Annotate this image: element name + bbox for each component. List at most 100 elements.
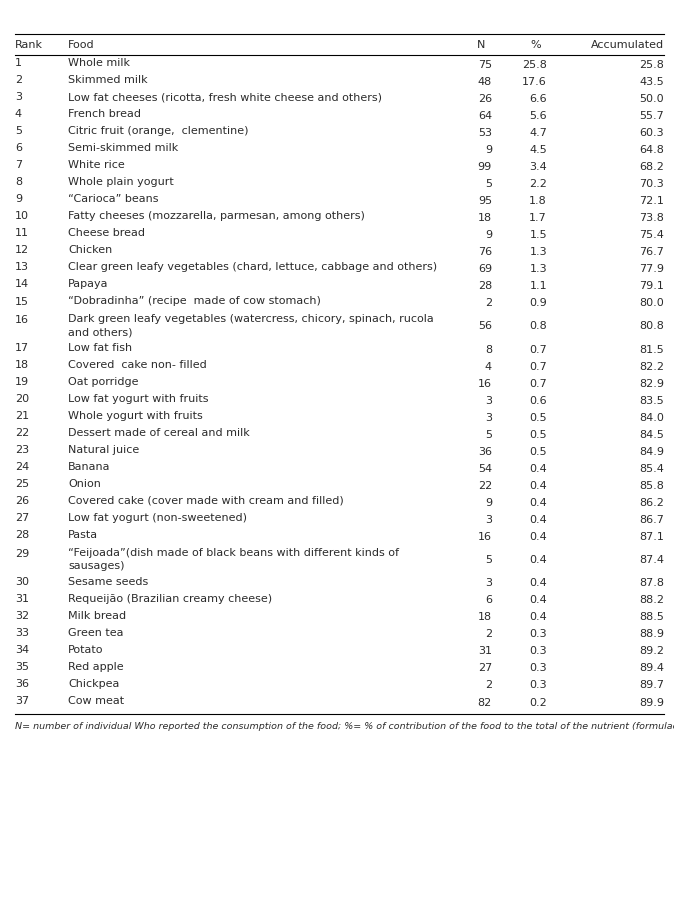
Text: Clear green leafy vegetables (chard, lettuce, cabbage and others): Clear green leafy vegetables (chard, let… [68,262,437,272]
Text: Natural juice: Natural juice [68,444,140,454]
Text: 31: 31 [15,593,29,603]
Text: 3: 3 [15,92,22,102]
Text: 0.4: 0.4 [529,531,547,541]
Text: 30: 30 [15,576,29,586]
Text: 9: 9 [485,229,492,239]
Text: Food: Food [68,41,94,51]
Text: 0.3: 0.3 [530,680,547,690]
Text: 64: 64 [478,111,492,121]
Text: 1.7: 1.7 [529,213,547,223]
Text: 15: 15 [15,296,29,306]
Text: 84.5: 84.5 [639,429,664,439]
Text: 6: 6 [485,595,492,605]
Text: 13: 13 [15,262,29,272]
Text: 12: 12 [15,246,29,256]
Text: Low fat yogurt with fruits: Low fat yogurt with fruits [68,394,208,404]
Text: Chickpea: Chickpea [68,678,119,688]
Text: 14: 14 [15,279,29,289]
Text: 60.3: 60.3 [639,127,664,137]
Text: 99: 99 [478,162,492,172]
Text: 27: 27 [478,663,492,673]
Text: 4: 4 [485,361,492,371]
Text: Rank: Rank [15,41,43,51]
Text: 2: 2 [485,628,492,638]
Text: 0.7: 0.7 [529,378,547,388]
Text: Red apple: Red apple [68,661,123,671]
Text: 18: 18 [478,611,492,622]
Text: 0.4: 0.4 [529,514,547,524]
Text: 26: 26 [15,496,29,506]
Text: 2: 2 [485,298,492,308]
Text: 48: 48 [478,77,492,87]
Text: 56: 56 [478,321,492,330]
Text: 25.8: 25.8 [522,60,547,70]
Text: 6: 6 [15,144,22,154]
Text: 50.0: 50.0 [639,94,664,104]
Text: 16: 16 [478,378,492,388]
Text: 84.0: 84.0 [639,413,664,423]
Text: 82: 82 [478,697,492,707]
Text: 0.5: 0.5 [530,429,547,439]
Text: Whole plain yogurt: Whole plain yogurt [68,177,174,187]
Text: Sesame seeds: Sesame seeds [68,576,148,586]
Text: 82.9: 82.9 [639,378,664,388]
Text: 5: 5 [485,554,492,564]
Text: 4.7: 4.7 [529,127,547,137]
Text: 24: 24 [15,461,29,471]
Text: Skimmed milk: Skimmed milk [68,75,148,85]
Text: 1.8: 1.8 [529,196,547,206]
Text: 3: 3 [485,578,492,588]
Text: Green tea: Green tea [68,627,123,637]
Text: 89.4: 89.4 [639,663,664,673]
Text: 85.8: 85.8 [639,480,664,490]
Text: 25: 25 [15,479,29,489]
Text: Low fat fish: Low fat fish [68,342,132,352]
Text: 2: 2 [485,680,492,690]
Text: 23: 23 [15,445,29,455]
Text: 70.3: 70.3 [639,179,664,189]
Text: 2.2: 2.2 [529,179,547,189]
Text: Fatty cheeses (mozzarella, parmesan, among others): Fatty cheeses (mozzarella, parmesan, amo… [68,211,365,221]
Text: 76.7: 76.7 [639,247,664,256]
Text: 3.4: 3.4 [529,162,547,172]
Text: 80.8: 80.8 [639,321,664,330]
Text: 75: 75 [478,60,492,70]
Text: 72.1: 72.1 [639,196,664,206]
Text: 5: 5 [485,179,492,189]
Text: White rice: White rice [68,160,125,170]
Text: 0.2: 0.2 [529,697,547,707]
Text: 87.8: 87.8 [639,578,664,588]
Text: 1.1: 1.1 [530,281,547,291]
Text: 18: 18 [15,359,29,369]
Text: Accumulated: Accumulated [591,41,664,51]
Text: 18: 18 [478,213,492,223]
Text: 76: 76 [478,247,492,256]
Text: 43.5: 43.5 [639,77,664,87]
Text: 10: 10 [15,211,29,221]
Text: 9: 9 [485,498,492,507]
Text: 25.8: 25.8 [639,60,664,70]
Text: 95: 95 [478,196,492,206]
Text: 8: 8 [15,177,22,187]
Text: 0.5: 0.5 [530,446,547,456]
Text: 17: 17 [15,343,29,353]
Text: N: N [477,41,485,51]
Text: Banana: Banana [68,461,111,471]
Text: 28: 28 [478,281,492,291]
Text: 0.3: 0.3 [530,628,547,638]
Text: 86.7: 86.7 [639,514,664,524]
Text: 55.7: 55.7 [639,111,664,121]
Text: 0.9: 0.9 [529,298,547,308]
Text: 9: 9 [15,194,22,204]
Text: 35: 35 [15,661,29,671]
Text: 29: 29 [15,548,29,558]
Text: Low fat yogurt (non-sweetened): Low fat yogurt (non-sweetened) [68,512,247,522]
Text: 0.4: 0.4 [529,554,547,564]
Text: 0.4: 0.4 [529,595,547,605]
Text: 16: 16 [478,531,492,541]
Text: Papaya: Papaya [68,279,109,289]
Text: 5: 5 [15,126,22,136]
Text: 0.3: 0.3 [530,663,547,673]
Text: 1.3: 1.3 [530,264,547,274]
Text: 53: 53 [478,127,492,137]
